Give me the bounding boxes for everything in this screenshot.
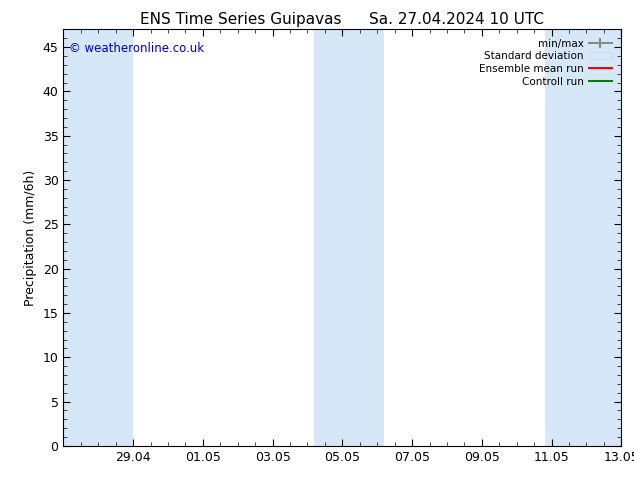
- Text: © weatheronline.co.uk: © weatheronline.co.uk: [69, 42, 204, 55]
- Bar: [63, 29, 133, 446]
- Y-axis label: Precipitation (mm/6h): Precipitation (mm/6h): [24, 170, 37, 306]
- Bar: [314, 29, 384, 446]
- Text: Sa. 27.04.2024 10 UTC: Sa. 27.04.2024 10 UTC: [369, 12, 544, 27]
- Text: ENS Time Series Guipavas: ENS Time Series Guipavas: [140, 12, 342, 27]
- Legend: min/max, Standard deviation, Ensemble mean run, Controll run: min/max, Standard deviation, Ensemble me…: [475, 35, 616, 91]
- Bar: [545, 29, 621, 446]
